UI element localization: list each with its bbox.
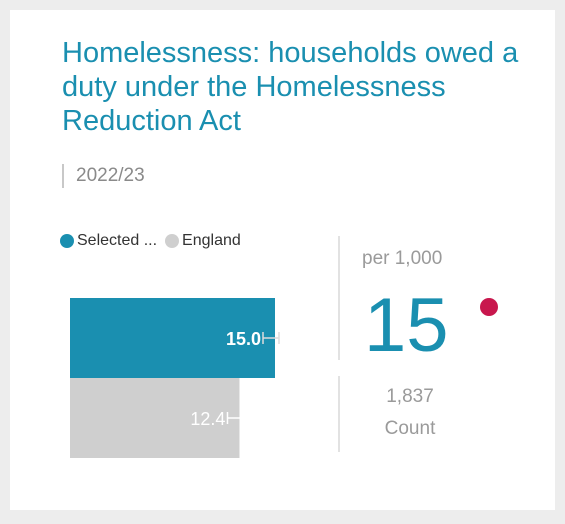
error-bar-selected: [262, 332, 280, 344]
legend-item-england: England: [165, 232, 241, 250]
indicator-title: Homelessness: households owed a duty und…: [62, 37, 519, 137]
bar-selected: [70, 298, 275, 378]
legend-label-england: England: [182, 232, 241, 249]
divider-top: [338, 236, 340, 360]
divider-bottom: [338, 376, 340, 452]
data-label-selected: 15.0: [226, 329, 261, 349]
count-label: Count: [384, 418, 436, 439]
legend-item-selected: Selected ...: [60, 232, 157, 250]
rate-unit-label: per 1,000: [362, 248, 443, 269]
rate-value: 15: [364, 283, 449, 368]
count-value: 1,837: [386, 386, 434, 407]
selected-dot-icon: [60, 234, 74, 248]
legend-label-selected: Selected ...: [77, 232, 158, 249]
data-label-england: 12.4: [190, 409, 225, 429]
chart-legend: Selected ... England: [60, 232, 249, 250]
significance-dot-icon: [480, 298, 498, 316]
error-bar-england: [226, 412, 245, 424]
england-dot-icon: [165, 234, 180, 248]
period-label: 2022/23: [62, 164, 145, 188]
bar-england: [70, 378, 240, 458]
